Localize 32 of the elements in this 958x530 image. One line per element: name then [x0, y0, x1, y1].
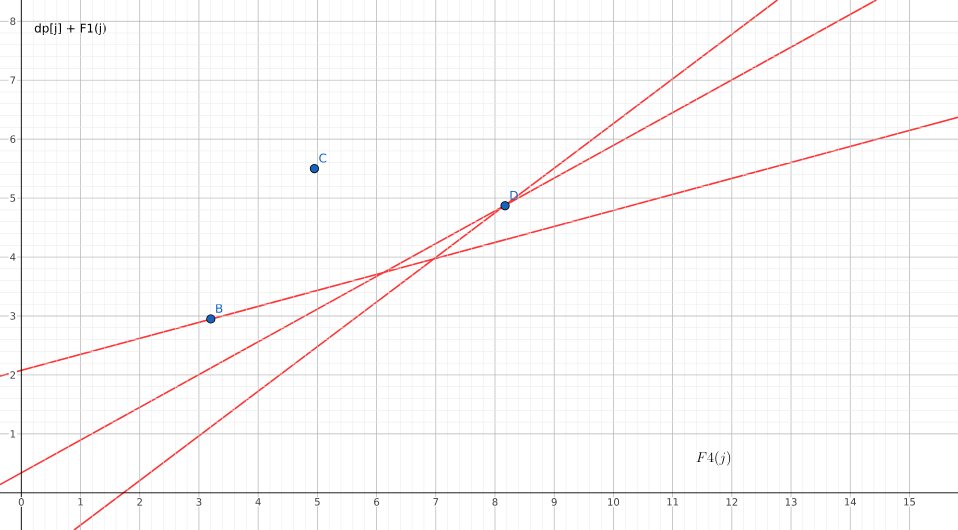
x-tick-label: 8	[492, 498, 498, 506]
point	[206, 314, 216, 324]
x-tick-label: 14	[845, 498, 856, 506]
annotation: C	[319, 154, 326, 163]
x-tick-label: 10	[608, 498, 620, 506]
y-tick-label: 3	[10, 312, 16, 320]
x-tick-label: 11	[667, 498, 678, 506]
point	[500, 201, 510, 210]
y-tick-label: 5	[10, 194, 16, 202]
x-tick-label: 7	[433, 498, 438, 506]
annotation: B	[216, 304, 222, 313]
x-tick-label: 4	[255, 498, 261, 506]
x-tick-label: 1	[78, 498, 83, 506]
x-tick-label: 6	[374, 498, 380, 506]
x-tick-label: 13	[786, 498, 797, 506]
y-tick-label: 1	[10, 430, 16, 438]
y-tick-label: 4	[10, 253, 16, 261]
x-tick-label: 9	[552, 498, 557, 506]
x-tick-label: 15	[904, 498, 915, 506]
x-tick-label: 12	[726, 498, 738, 506]
x-tick-label: 2	[137, 498, 142, 506]
x-tick-label: 0	[18, 498, 24, 506]
x-tick-label: 5	[314, 498, 320, 506]
y-tick-label: 8	[10, 17, 16, 25]
x-axis-title: $F4(j)$	[696, 451, 730, 466]
y-axis-title: dp[j] + F1(j)	[34, 23, 106, 35]
y-tick-label: 7	[10, 76, 16, 84]
y-tick-label: 2	[10, 371, 16, 379]
point	[310, 164, 319, 174]
annotation: D	[510, 190, 518, 200]
x-tick-label: 3	[196, 498, 202, 506]
y-tick-label: 6	[10, 135, 16, 143]
